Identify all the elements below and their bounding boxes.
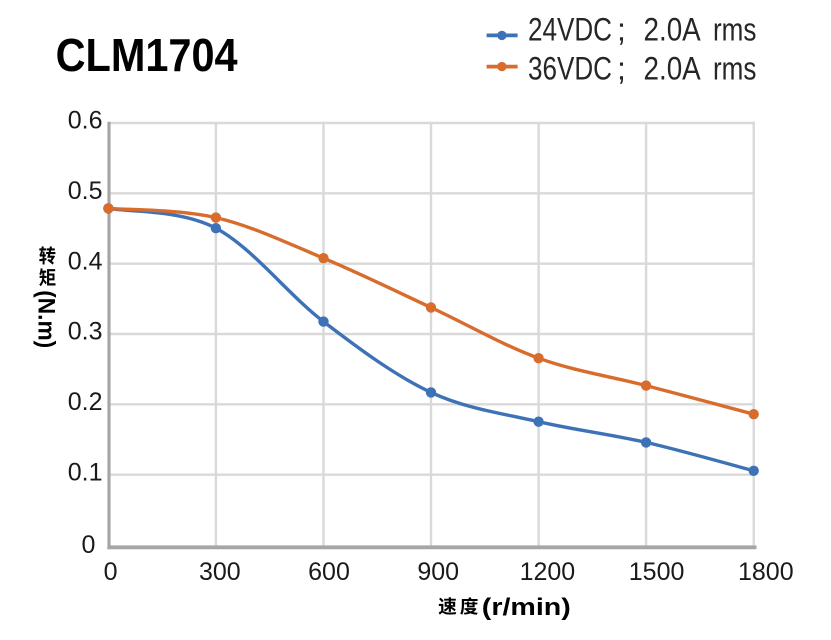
- svg-text:900: 900: [417, 558, 459, 586]
- svg-text:0.5: 0.5: [68, 177, 103, 205]
- svg-text:0: 0: [104, 558, 118, 586]
- svg-text:0.3: 0.3: [68, 318, 103, 346]
- svg-text:1500: 1500: [629, 558, 685, 586]
- svg-text:600: 600: [308, 558, 350, 586]
- svg-text:CLM1704: CLM1704: [56, 29, 238, 81]
- svg-text:(N.m): (N.m): [33, 290, 60, 348]
- svg-text:300: 300: [199, 558, 241, 586]
- svg-text:0.4: 0.4: [68, 247, 103, 275]
- svg-text:(r/min): (r/min): [482, 594, 571, 621]
- svg-text:0.6: 0.6: [68, 107, 103, 135]
- svg-text:0: 0: [81, 531, 95, 559]
- svg-text:1800: 1800: [738, 558, 794, 586]
- svg-text:0.2: 0.2: [68, 388, 103, 416]
- svg-text:0.1: 0.1: [68, 458, 103, 486]
- svg-text:1200: 1200: [520, 558, 576, 586]
